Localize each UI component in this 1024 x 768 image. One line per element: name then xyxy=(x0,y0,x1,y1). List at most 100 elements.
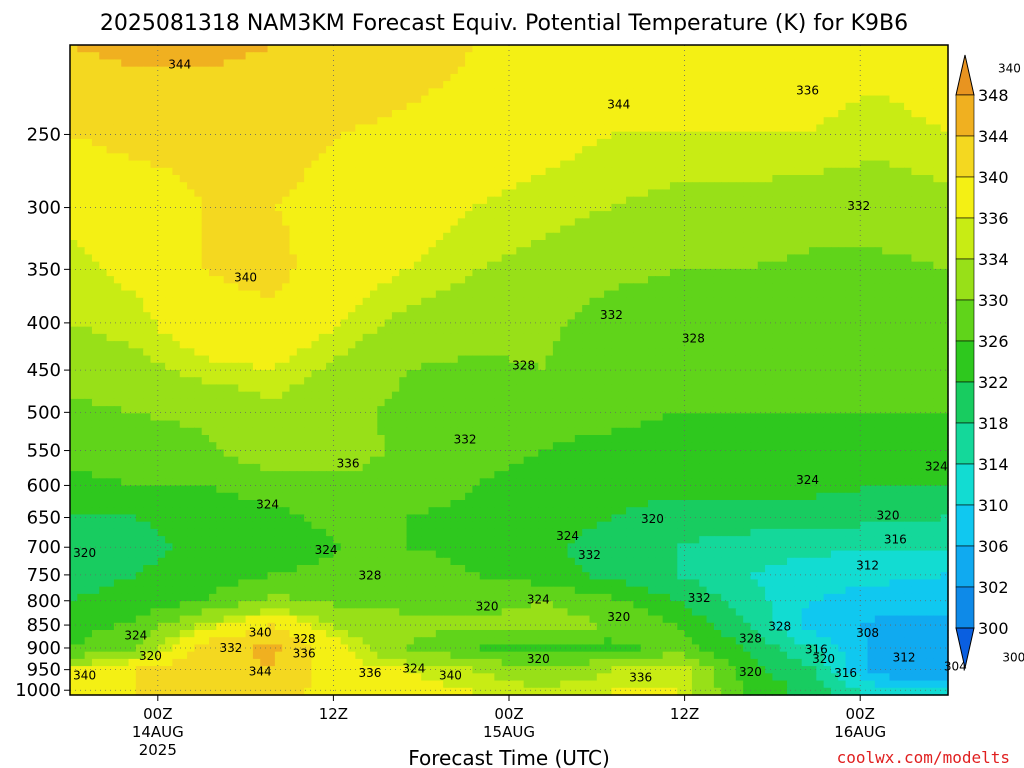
field-cell xyxy=(794,52,803,61)
field-cell xyxy=(369,232,378,241)
field-cell xyxy=(801,102,810,111)
field-cell xyxy=(252,326,261,335)
field-cell xyxy=(216,160,225,169)
field-cell xyxy=(501,319,510,328)
field-cell xyxy=(706,276,715,284)
field-cell xyxy=(779,81,788,89)
field-cell xyxy=(677,211,686,219)
field-cell xyxy=(523,88,532,97)
field-cell xyxy=(940,45,949,53)
field-cell xyxy=(318,189,327,198)
field-cell xyxy=(808,160,817,169)
field-cell xyxy=(457,182,466,191)
field-cell xyxy=(399,305,408,313)
field-cell xyxy=(684,196,693,205)
field-cell xyxy=(165,175,174,183)
field-cell xyxy=(530,153,539,162)
field-cell xyxy=(545,326,554,335)
field-cell xyxy=(465,240,474,248)
field-cell xyxy=(165,326,174,335)
field-cell xyxy=(113,146,122,154)
field-cell xyxy=(355,240,364,248)
field-cell xyxy=(801,261,810,270)
field-cell xyxy=(640,59,649,68)
field-cell xyxy=(845,268,854,277)
field-cell xyxy=(428,88,437,97)
field-cell xyxy=(743,59,752,68)
field-cell xyxy=(187,211,195,219)
field-cell xyxy=(494,153,503,162)
field-cell xyxy=(735,305,744,313)
field-cell xyxy=(816,95,825,104)
field-cell xyxy=(538,73,547,82)
field-cell xyxy=(289,341,298,349)
field-cell xyxy=(128,167,137,176)
field-cell xyxy=(267,290,276,299)
field-cell xyxy=(860,283,869,292)
field-cell xyxy=(779,146,788,154)
field-cell xyxy=(457,333,466,342)
field-cell xyxy=(596,102,605,111)
field-cell xyxy=(582,225,591,234)
field-cell xyxy=(70,88,78,97)
field-cell xyxy=(750,175,759,183)
field-cell xyxy=(362,254,371,263)
field-cell xyxy=(765,124,773,133)
field-cell xyxy=(165,52,174,61)
field-cell xyxy=(794,182,803,191)
field-cell xyxy=(728,153,737,162)
field-cell xyxy=(223,232,232,241)
field-cell xyxy=(413,45,422,53)
field-cell xyxy=(216,124,225,133)
field-cell xyxy=(509,218,517,227)
field-cell xyxy=(128,110,137,118)
field-cell xyxy=(472,203,481,212)
field-cell xyxy=(823,146,832,154)
field-cell xyxy=(765,66,773,75)
field-cell xyxy=(582,110,591,118)
field-cell xyxy=(384,131,393,140)
field-cell xyxy=(472,319,481,328)
field-cell xyxy=(340,153,349,162)
field-cell xyxy=(852,312,861,321)
field-cell xyxy=(311,175,320,183)
field-cell xyxy=(852,240,861,248)
field-cell xyxy=(157,218,166,227)
field-cell xyxy=(369,102,378,111)
field-cell xyxy=(538,88,547,97)
field-cell xyxy=(106,268,115,277)
field-cell xyxy=(830,196,839,205)
field-cell xyxy=(765,138,773,147)
field-cell xyxy=(684,138,693,147)
field-cell xyxy=(450,138,459,147)
field-cell xyxy=(450,225,459,234)
field-cell xyxy=(99,341,108,349)
field-cell xyxy=(787,110,795,118)
field-cell xyxy=(699,283,708,292)
field-cell xyxy=(530,110,539,118)
field-cell xyxy=(706,102,715,111)
field-cell xyxy=(618,196,627,205)
field-cell xyxy=(391,153,400,162)
field-cell xyxy=(230,131,239,140)
field-cell xyxy=(604,276,613,284)
field-cell xyxy=(260,225,269,234)
field-cell xyxy=(823,268,832,277)
field-cell xyxy=(721,283,730,292)
field-cell xyxy=(165,283,174,292)
field-cell xyxy=(311,88,320,97)
field-cell xyxy=(545,110,554,118)
field-cell xyxy=(289,189,298,198)
field-cell xyxy=(194,312,203,321)
field-cell xyxy=(852,146,861,154)
field-cell xyxy=(867,117,876,126)
field-cell xyxy=(187,326,195,335)
field-cell xyxy=(457,319,466,328)
field-cell xyxy=(787,218,795,227)
field-cell xyxy=(435,341,444,349)
field-cell xyxy=(669,254,678,263)
field-cell xyxy=(699,146,708,154)
field-cell xyxy=(808,203,817,212)
field-cell xyxy=(618,225,627,234)
field-cell xyxy=(604,203,613,212)
